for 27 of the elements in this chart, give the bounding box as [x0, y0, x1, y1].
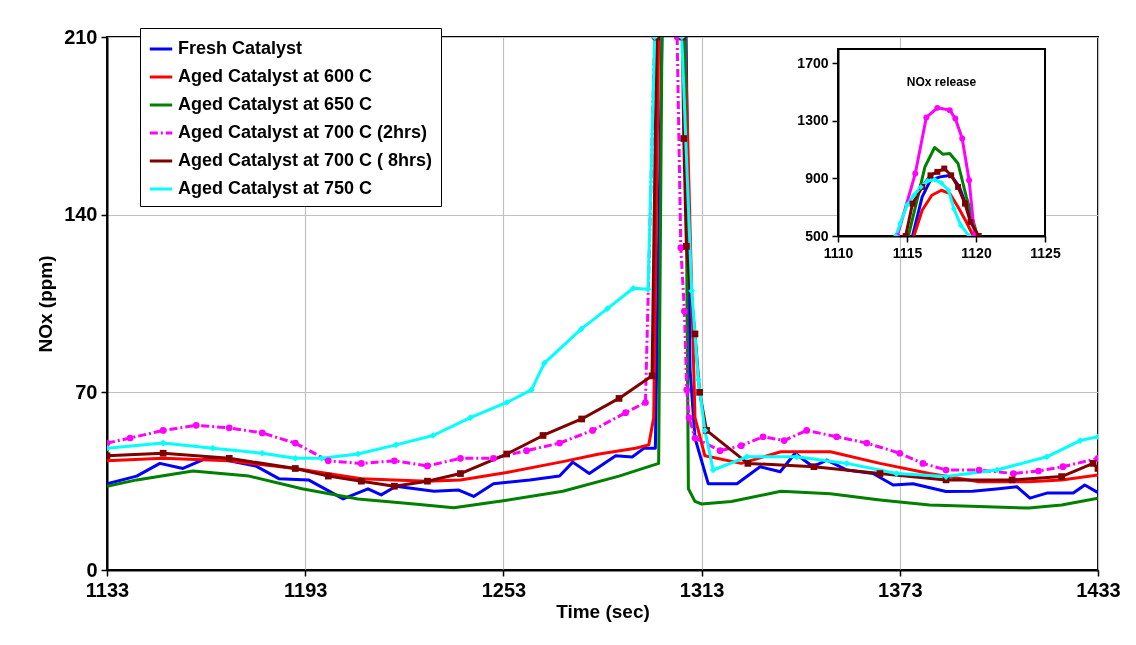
y-tick-label: 500: [805, 227, 829, 244]
y-tick-label: 1700: [797, 54, 829, 71]
y-tick-label: 210: [64, 25, 98, 48]
x-tick-label: 1373: [878, 578, 923, 601]
x-tick-label: 1193: [284, 578, 328, 601]
legend-label: Fresh Catalyst: [178, 38, 303, 58]
x-axis-title: Time (sec): [556, 600, 650, 622]
x-tick-label: 1133: [85, 578, 130, 601]
legend-label: Aged Catalyst at 650 C: [178, 94, 373, 114]
y-tick-label: 70: [75, 380, 98, 403]
legend-label: Aged Catalyst at 600 C: [178, 66, 373, 86]
x-tick-label: 1433: [1076, 578, 1121, 601]
x-tick-label: 1110: [823, 244, 854, 261]
x-tick-label: 1313: [679, 578, 725, 601]
y-tick-label: 0: [86, 558, 98, 581]
y-axis-title: NOx (ppm): [35, 255, 57, 353]
y-tick-label: 900: [805, 169, 829, 186]
legend-label: Aged Catalyst at 700 C (2hrs): [178, 122, 428, 142]
legend-label: Aged Catalyst at 700 C ( 8hrs): [178, 150, 433, 170]
y-tick-label: 140: [64, 203, 98, 226]
text: NOx release: [906, 75, 977, 89]
x-tick-label: 1253: [481, 578, 527, 601]
legend-label: Aged Catalyst at 750 C: [178, 178, 373, 198]
x-tick-label: 1120: [961, 244, 992, 261]
x-tick-label: 1125: [1030, 244, 1061, 261]
x-tick-label: 1115: [892, 244, 923, 261]
y-tick-label: 1300: [797, 112, 829, 129]
